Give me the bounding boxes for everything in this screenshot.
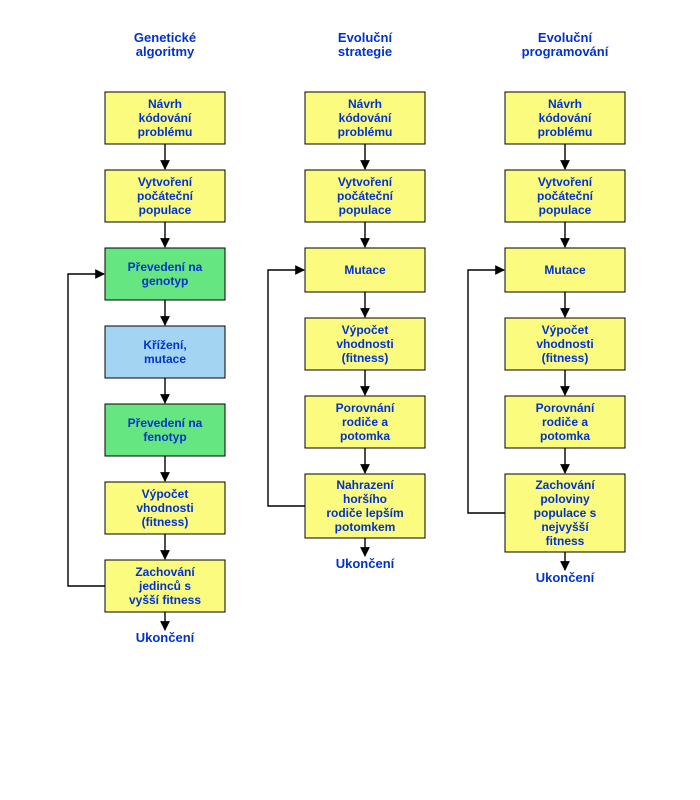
flow-box-label: populace <box>539 203 592 217</box>
flow-box-label: problému <box>538 125 593 139</box>
flow-box-label: Výpočet <box>342 323 389 337</box>
flow-box-label: počáteční <box>137 189 194 203</box>
flow-box-label: Mutace <box>344 263 386 277</box>
flow-box-label: populace s <box>534 506 597 520</box>
flow-box-label: Zachování <box>535 478 595 492</box>
flow-box-label: vhodnosti <box>336 337 393 351</box>
flow-box-label: (fitness) <box>342 351 389 365</box>
flow-box-label: Nahrazení <box>336 478 394 492</box>
flow-box-label: Porovnání <box>536 401 595 415</box>
flow-box-label: problému <box>138 125 193 139</box>
flow-box-label: vhodnosti <box>136 501 193 515</box>
flow-box-label: vhodnosti <box>536 337 593 351</box>
flow-box-label: Porovnání <box>336 401 395 415</box>
flow-box-label: Návrh <box>348 97 382 111</box>
end-label-ep: Ukončení <box>536 570 595 585</box>
feedback-loop-es <box>268 270 305 506</box>
flow-box-label: Zachování <box>135 565 195 579</box>
column-header-es: Evoluční <box>338 30 393 45</box>
flow-box-label: problému <box>338 125 393 139</box>
flow-box-label: kódování <box>339 111 392 125</box>
flow-box-label: vyšší fitness <box>129 593 201 607</box>
flow-box-label: rodiče lepším <box>326 506 403 520</box>
flow-box-label: Křížení, <box>143 338 186 352</box>
evolutionary-algorithm-flowchart: GenetickéalgoritmyNávrhkódováníproblémuV… <box>0 0 700 800</box>
flow-box-label: Vytvoření <box>338 175 393 189</box>
flow-box-label: (fitness) <box>542 351 589 365</box>
flow-box-label: poloviny <box>540 492 590 506</box>
flow-box-label: potomkem <box>335 520 396 534</box>
flow-box-label: kódování <box>139 111 192 125</box>
flow-box-label: mutace <box>144 352 186 366</box>
flow-box-label: Převedení na <box>128 260 203 274</box>
flow-box-label: Výpočet <box>542 323 589 337</box>
column-header-ga: algoritmy <box>136 44 195 59</box>
column-header-ep: programování <box>522 44 609 59</box>
flow-box-label: genotyp <box>142 274 189 288</box>
flow-box-label: populace <box>139 203 192 217</box>
end-label-es: Ukončení <box>336 556 395 571</box>
feedback-loop-ep <box>468 270 505 513</box>
flow-box-label: (fitness) <box>142 515 189 529</box>
flow-box-label: populace <box>339 203 392 217</box>
flow-box-label: Vytvoření <box>538 175 593 189</box>
flow-box-label: Návrh <box>148 97 182 111</box>
flow-box-label: Mutace <box>544 263 586 277</box>
flow-box-label: Vytvoření <box>138 175 193 189</box>
flow-box-label: potomka <box>540 429 590 443</box>
end-label-ga: Ukončení <box>136 630 195 645</box>
flow-box-label: fitness <box>546 534 585 548</box>
flow-box-label: potomka <box>340 429 390 443</box>
flow-box-label: rodiče a <box>542 415 588 429</box>
flow-box-label: horšího <box>343 492 387 506</box>
flow-box-label: Návrh <box>548 97 582 111</box>
flow-box-label: Výpočet <box>142 487 189 501</box>
column-header-ga: Genetické <box>134 30 196 45</box>
column-header-ep: Evoluční <box>538 30 593 45</box>
flow-box-label: počáteční <box>337 189 394 203</box>
flow-box-label: Převedení na <box>128 416 203 430</box>
flow-box-label: jedinců s <box>138 579 191 593</box>
feedback-loop-ga <box>68 274 105 586</box>
flow-box-label: rodiče a <box>342 415 388 429</box>
flow-box-label: fenotyp <box>143 430 186 444</box>
column-header-es: strategie <box>338 44 392 59</box>
flow-box-label: počáteční <box>537 189 594 203</box>
flow-box-label: nejvyšší <box>541 520 589 534</box>
flow-box-label: kódování <box>539 111 592 125</box>
